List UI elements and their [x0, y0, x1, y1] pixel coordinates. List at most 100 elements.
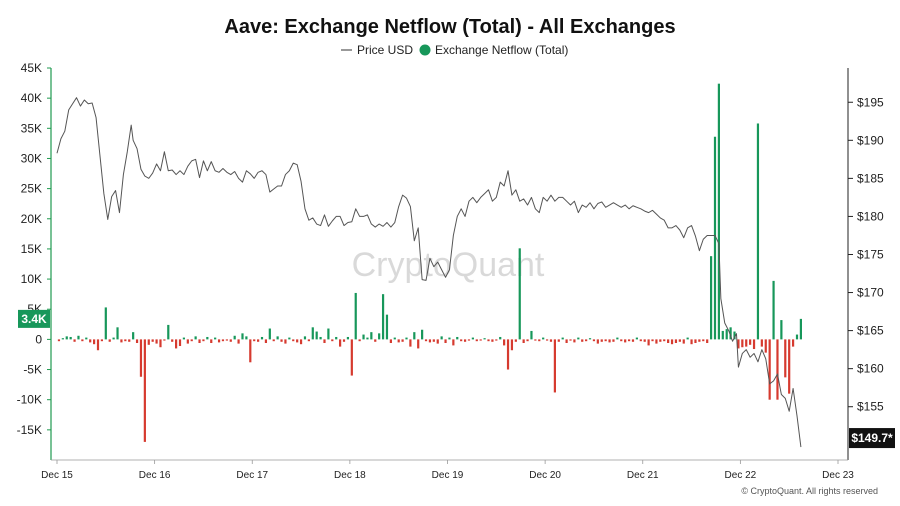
y-left-tick-label: 20K: [21, 212, 42, 226]
y-right-tick-label: $180: [857, 209, 884, 223]
netflow-bar: [483, 338, 486, 340]
netflow-bar: [93, 339, 96, 345]
netflow-bar: [233, 335, 236, 340]
x-tick-label: Dec 21: [627, 470, 659, 481]
netflow-bar: [780, 320, 783, 340]
netflow-bar: [378, 333, 381, 340]
netflow-bar: [768, 339, 771, 400]
netflow-bar: [401, 339, 404, 342]
netflow-bar: [631, 339, 635, 342]
chart-title: Aave: Exchange Netflow (Total) - All Exc…: [224, 16, 675, 38]
netflow-bar: [202, 339, 205, 342]
netflow-bar: [139, 339, 143, 377]
netflow-bar: [682, 339, 685, 344]
netflow-bar: [186, 339, 189, 344]
netflow-bar: [303, 336, 307, 340]
netflow-bar: [788, 339, 791, 394]
netflow-bar: [573, 339, 576, 343]
netflow-bar: [358, 339, 361, 342]
netflow-bar: [77, 335, 80, 340]
netflow-bar: [331, 339, 334, 342]
y-left-tick-label: 15K: [21, 242, 42, 256]
netflow-bar: [206, 336, 209, 340]
netflow-bar: [616, 337, 619, 340]
netflow-bar: [698, 339, 701, 342]
watermark: CryptoQuant: [352, 246, 545, 284]
netflow-bar: [608, 339, 611, 343]
netflow-bar: [663, 339, 666, 342]
netflow-bar: [585, 339, 588, 342]
y-left-tick-label: 45K: [21, 61, 42, 75]
netflow-bar: [612, 339, 615, 342]
y-left-tick-label: 30K: [21, 151, 42, 165]
netflow-bar: [510, 339, 514, 351]
netflow-bar: [171, 339, 174, 342]
netflow-bar: [417, 339, 420, 349]
legend-netflow-dot-icon: [419, 44, 431, 56]
netflow-bar: [225, 339, 228, 341]
netflow-bar: [323, 339, 326, 343]
netflow-bar: [655, 339, 658, 344]
netflow-bar: [327, 328, 330, 340]
netflow-bar: [737, 339, 740, 349]
netflow-bar: [448, 337, 451, 340]
netflow-bar: [444, 339, 447, 343]
netflow-bar: [292, 339, 295, 342]
netflow-bar: [620, 339, 623, 342]
netflow-bar: [385, 314, 389, 340]
netflow-bar: [143, 339, 146, 442]
netflow-bar: [651, 339, 654, 342]
netflow-bar: [405, 337, 408, 340]
netflow-bar: [795, 334, 799, 340]
x-tick-label: Dec 16: [139, 470, 171, 481]
netflow-bar: [713, 136, 717, 340]
netflow-bar: [128, 339, 131, 342]
netflow-bar: [319, 336, 322, 340]
netflow-bar: [393, 337, 396, 340]
netflow-bars: [57, 83, 802, 442]
netflow-bar: [514, 339, 517, 342]
netflow-bar: [592, 339, 596, 342]
netflow-bar: [495, 339, 498, 341]
netflow-bar: [409, 339, 412, 347]
netflow-bar: [526, 339, 529, 342]
netflow-bar: [339, 339, 342, 347]
netflow-bar: [428, 339, 432, 343]
netflow-bar: [335, 336, 338, 340]
y-right-tick-label: $195: [857, 95, 884, 109]
netflow-bar: [57, 339, 61, 342]
netflow-bar: [479, 339, 482, 341]
netflow-bar: [89, 339, 92, 343]
netflow-bar: [506, 339, 510, 370]
netflow-bar: [706, 339, 709, 343]
value-tags: 3.4K $149.7*: [18, 309, 895, 449]
netflow-bar: [124, 339, 127, 342]
netflow-bar: [342, 339, 346, 342]
x-tick-label: Dec 20: [529, 470, 561, 481]
netflow-bar: [463, 339, 467, 342]
netflow-bar: [354, 292, 357, 340]
netflow-bar: [549, 339, 553, 342]
y-right-tick-label: $185: [857, 171, 884, 185]
netflow-bar: [217, 339, 221, 343]
netflow-bar: [440, 336, 443, 340]
netflow-bar: [237, 339, 240, 344]
netflow-bar: [65, 336, 68, 340]
netflow-bar: [175, 339, 178, 349]
x-tick-label: Dec 23: [822, 470, 854, 481]
netflow-bar: [214, 337, 217, 340]
current-price-tag: [849, 428, 895, 449]
y-right-tick-label: $160: [857, 362, 884, 376]
netflow-bar: [381, 294, 385, 340]
netflow-bar: [725, 329, 728, 340]
netflow-bar: [475, 339, 478, 342]
netflow-bar: [264, 339, 268, 343]
netflow-bar: [288, 337, 291, 340]
netflow-bar: [253, 339, 256, 342]
netflow-bar: [421, 329, 424, 340]
netflow-bar: [307, 339, 310, 342]
netflow-bar: [690, 339, 693, 345]
netflow-bar: [503, 339, 506, 346]
